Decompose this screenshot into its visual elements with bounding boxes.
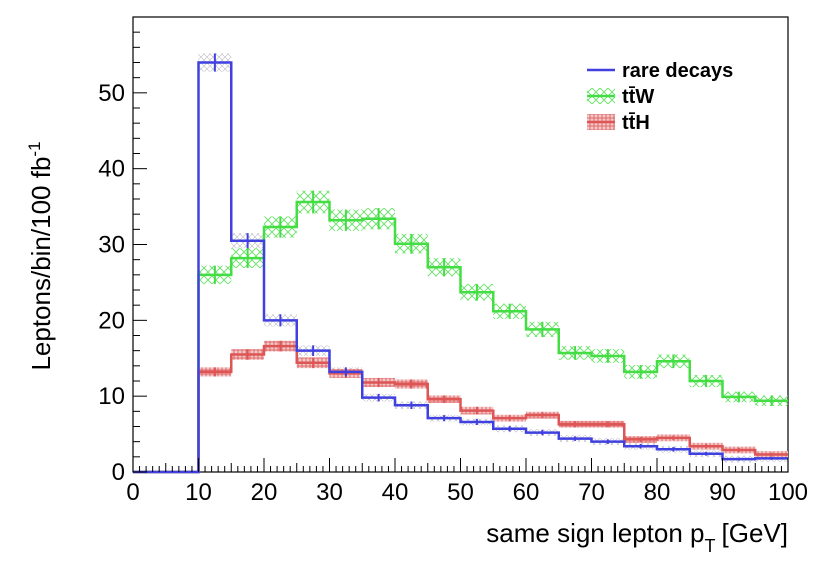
y-tick-label-0: 0 bbox=[112, 459, 125, 486]
x-tick-label-40: 40 bbox=[382, 479, 409, 506]
y-tick-label-10: 10 bbox=[98, 383, 125, 410]
y-axis-title-main: Leptons/bin/100 fb bbox=[26, 157, 56, 371]
x-tick-label-100: 100 bbox=[768, 479, 808, 506]
y-tick-label-20: 20 bbox=[98, 307, 125, 334]
y-tick-label-50: 50 bbox=[98, 80, 125, 107]
x-axis-title-unit: [GeV] bbox=[722, 518, 788, 548]
x-tick-label-10: 10 bbox=[185, 479, 212, 506]
x-axis-title-main: same sign lepton p bbox=[486, 518, 704, 548]
y-tick-label-40: 40 bbox=[98, 156, 125, 183]
series-lines bbox=[133, 53, 788, 474]
axes: 0 10 20 30 40 50 60 70 80 90 100 0 10 20 30 40 50 bbox=[98, 16, 808, 506]
series-line-tth bbox=[133, 344, 788, 474]
legend-entry-tth: tt̄H bbox=[587, 112, 650, 134]
legend-label-tth: tt̄H bbox=[622, 112, 650, 134]
x-tick-label-20: 20 bbox=[251, 479, 278, 506]
x-tick-label-70: 70 bbox=[578, 479, 605, 506]
y-tick-label-30: 30 bbox=[98, 232, 125, 259]
x-tick-label-0: 0 bbox=[126, 479, 139, 506]
legend-entry-rare-decays: rare decays bbox=[587, 60, 733, 82]
legend-entry-ttw: tt̄W bbox=[587, 86, 654, 108]
x-tick-label-90: 90 bbox=[709, 479, 736, 506]
x-tick-label-30: 30 bbox=[316, 479, 343, 506]
legend-label-rare-decays: rare decays bbox=[622, 60, 733, 82]
x-tick-label-60: 60 bbox=[513, 479, 540, 506]
y-axis-title: Leptons/bin/100 fb-1 bbox=[25, 141, 56, 370]
x-axis-title: same sign lepton pT [GeV] bbox=[486, 518, 788, 556]
x-axis-title-sub: T bbox=[705, 536, 716, 556]
series-line-rare-decays bbox=[133, 61, 788, 474]
error-bands bbox=[198, 53, 788, 463]
x-tick-label-50: 50 bbox=[447, 479, 474, 506]
x-tick-label-80: 80 bbox=[644, 479, 671, 506]
y-axis-title-sup: -1 bbox=[25, 141, 44, 156]
legend-label-ttw: tt̄W bbox=[622, 86, 654, 108]
legend: rare decays tt̄W tt̄H bbox=[587, 60, 733, 134]
